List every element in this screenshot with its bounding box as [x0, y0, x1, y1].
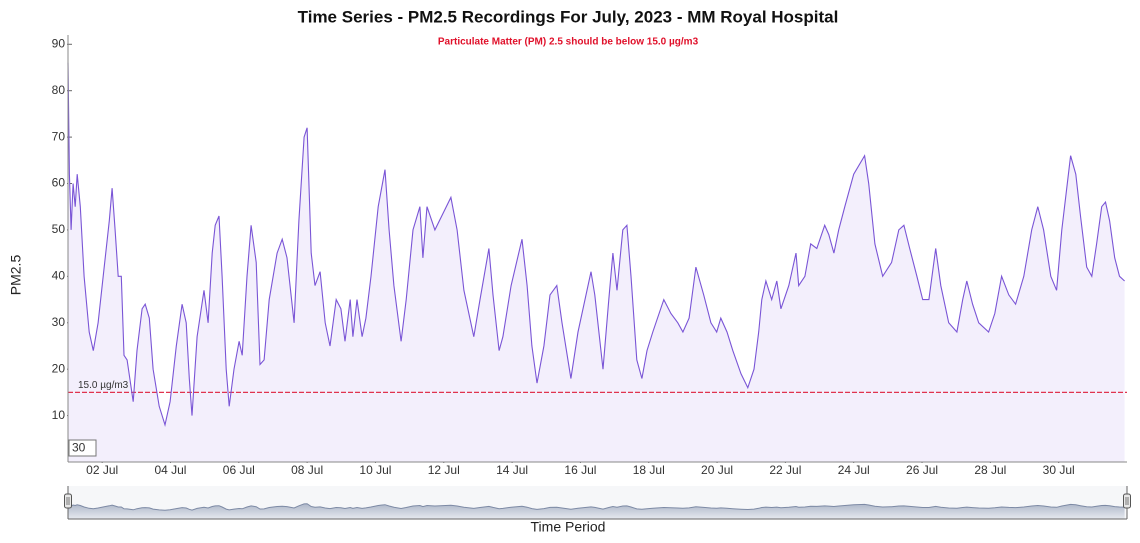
- x-tick-label: 02 Jul: [86, 463, 118, 477]
- x-axis-label: Time Period: [531, 519, 606, 535]
- x-tick-label: 30 Jul: [1043, 463, 1075, 477]
- x-tick-label: 20 Jul: [701, 463, 733, 477]
- y-axis-label: PM2.5: [8, 255, 24, 296]
- chart-subtitle: Particulate Matter (PM) 2.5 should be be…: [438, 37, 699, 48]
- y-tick-label: 20: [52, 361, 66, 375]
- x-tick-label: 18 Jul: [633, 463, 665, 477]
- x-tick-label: 10 Jul: [359, 463, 391, 477]
- range-selector-line: [67, 502, 1125, 511]
- x-tick-label: 26 Jul: [906, 463, 938, 477]
- range-handle[interactable]: [1123, 493, 1131, 509]
- y-tick-label: 90: [52, 36, 66, 50]
- x-tick-label: 08 Jul: [291, 463, 323, 477]
- y-tick-label: 40: [52, 269, 66, 283]
- data-line: [67, 62, 1125, 428]
- y-tick-label: 60: [52, 176, 66, 190]
- x-tick-label: 14 Jul: [496, 463, 528, 477]
- x-tick-label: 06 Jul: [223, 463, 255, 477]
- roll-period-box: [68, 439, 97, 457]
- x-tick-label: 24 Jul: [838, 463, 870, 477]
- threshold-label: 15.0 µg/m3: [78, 380, 129, 391]
- y-tick-label: 80: [52, 83, 66, 97]
- x-tick-label: 28 Jul: [974, 463, 1006, 477]
- y-tick-label: 10: [52, 408, 66, 422]
- y-tick-label: 30: [52, 315, 66, 329]
- range-handle[interactable]: [64, 493, 72, 509]
- y-tick-label: 50: [52, 222, 66, 236]
- chart-title: Time Series - PM2.5 Recordings For July,…: [298, 7, 839, 26]
- x-tick-label: 16 Jul: [564, 463, 596, 477]
- range-selector-area: [68, 502, 1125, 519]
- x-tick-label: 22 Jul: [769, 463, 801, 477]
- roll-period-value: 30: [72, 441, 86, 455]
- x-tick-label: 12 Jul: [428, 463, 460, 477]
- x-tick-label: 04 Jul: [154, 463, 186, 477]
- y-tick-label: 70: [52, 129, 66, 143]
- area: [68, 62, 1125, 463]
